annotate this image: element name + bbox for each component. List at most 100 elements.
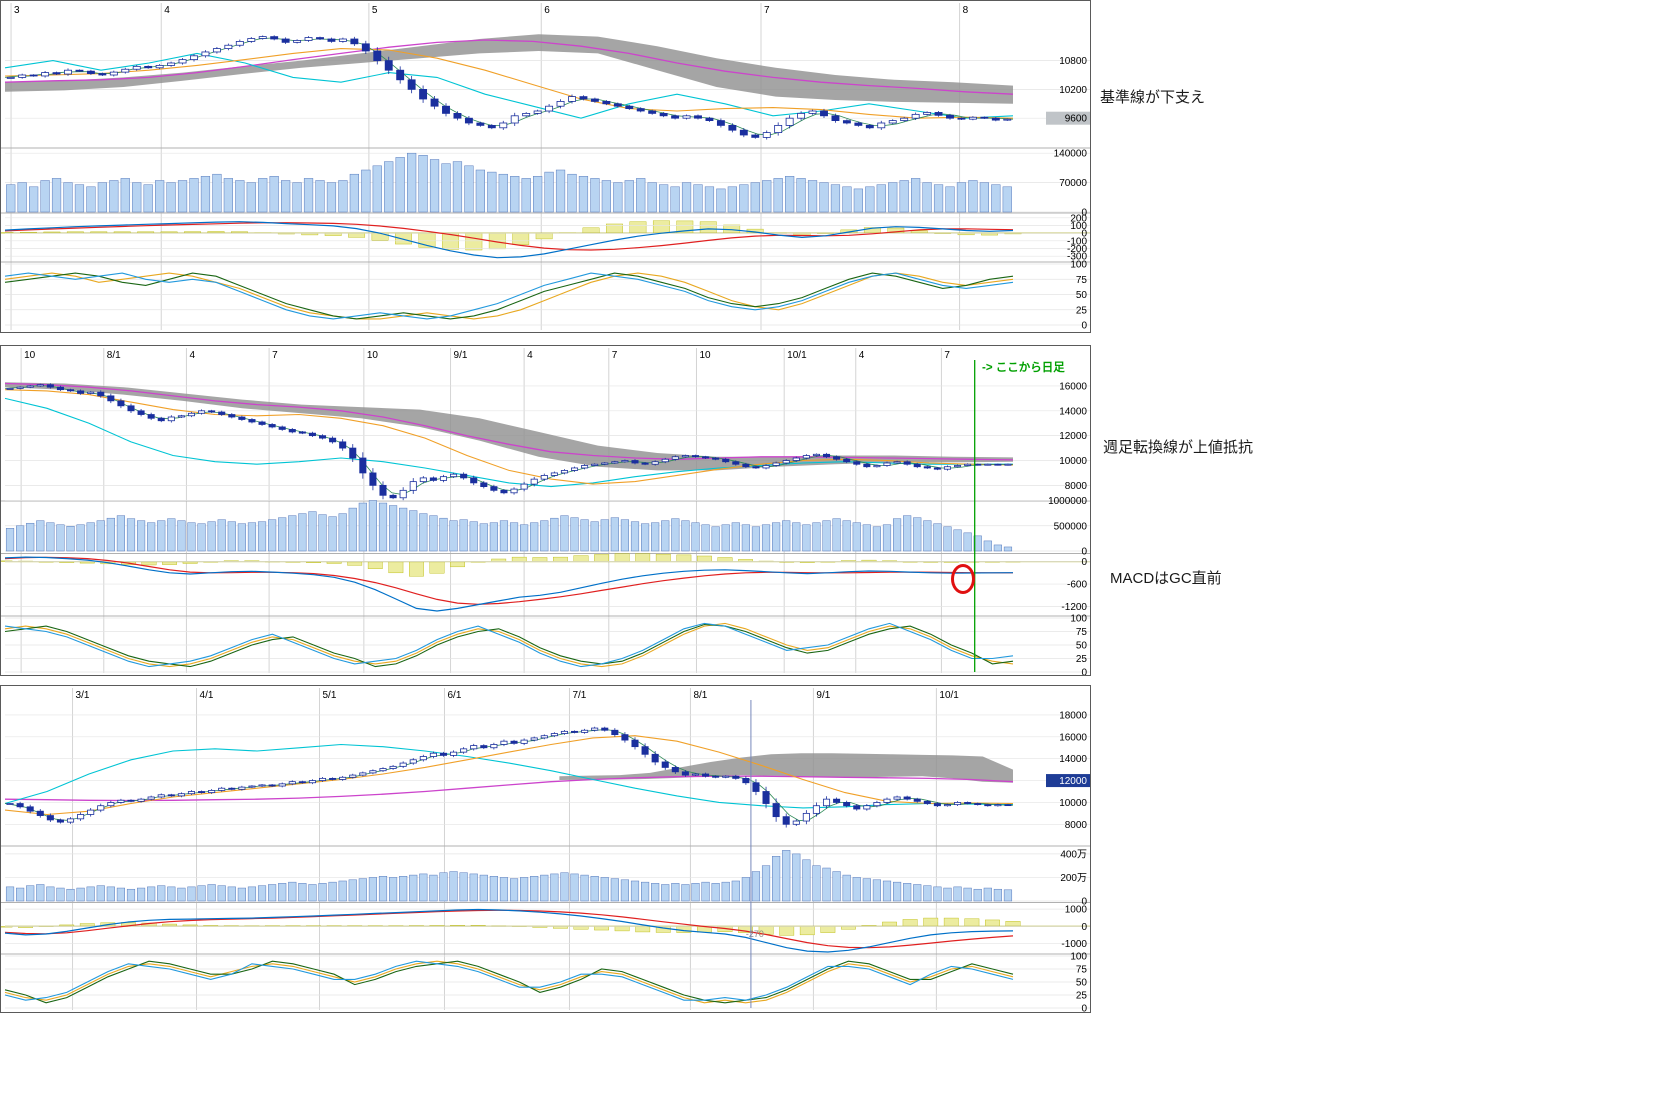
grid: 3 4 5 6 7 8 bbox=[1, 3, 1090, 330]
svg-text:14000: 14000 bbox=[1059, 754, 1087, 765]
svg-text:-300: -300 bbox=[1067, 252, 1087, 263]
volume-pane: 140000 70000 0 bbox=[5, 149, 1090, 219]
stochastics-pane: 100 75 50 25 0 bbox=[4, 614, 1090, 676]
svg-text:10000: 10000 bbox=[1059, 798, 1087, 809]
svg-text:200万: 200万 bbox=[1060, 873, 1087, 884]
price-pane: 16000 14000 12000 10000 8000 bbox=[4, 381, 1090, 501]
note-daily-from-here: -> ここから日足 bbox=[982, 362, 1065, 374]
svg-text:-1000: -1000 bbox=[1061, 939, 1087, 950]
svg-text:8: 8 bbox=[963, 5, 969, 16]
svg-text:4: 4 bbox=[189, 350, 195, 361]
volume-pane: 1000000 500000 0 bbox=[5, 496, 1090, 558]
svg-text:100: 100 bbox=[1070, 952, 1087, 963]
price-pane: 18000 16000 14000 12000 10000 8000 bbox=[4, 710, 1090, 831]
svg-text:10: 10 bbox=[24, 350, 36, 361]
svg-text:10000: 10000 bbox=[1059, 456, 1087, 467]
svg-text:-600: -600 bbox=[1067, 580, 1087, 591]
svg-text:0: 0 bbox=[1081, 321, 1087, 332]
svg-text:16000: 16000 bbox=[1059, 381, 1087, 392]
svg-text:8/1: 8/1 bbox=[693, 690, 707, 701]
svg-text:7: 7 bbox=[944, 350, 950, 361]
svg-text:5/1: 5/1 bbox=[322, 690, 336, 701]
macd-pane: 0 -600 -1200 bbox=[1, 553, 1090, 613]
svg-text:10/1: 10/1 bbox=[939, 690, 959, 701]
note-weekly-tenkan-resistance: 週足転換線が上値抵抗 bbox=[1103, 439, 1254, 456]
daily-6m-chart-canvas[interactable]: 3 4 5 6 7 8108001020096001400007000002001000-… bbox=[1, 1, 1090, 332]
macd-pane: 1000 0 -1000 -270 bbox=[1, 905, 1090, 953]
svg-text:9/1: 9/1 bbox=[816, 690, 830, 701]
svg-text:200: 200 bbox=[1070, 213, 1087, 224]
svg-text:10800: 10800 bbox=[1059, 56, 1087, 67]
stochastics-pane: 100 75 50 25 0 bbox=[4, 952, 1090, 1013]
svg-text:0: 0 bbox=[1081, 922, 1087, 933]
gc-highlight-circle bbox=[951, 564, 975, 594]
svg-text:0: 0 bbox=[1081, 897, 1087, 908]
weekly-chart-canvas[interactable]: 10 8/1 4 7 10 9/1 4 7 10 10/1 4 7 16000 14000 12000 100… bbox=[1, 346, 1090, 675]
svg-text:75: 75 bbox=[1076, 627, 1088, 638]
svg-text:0: 0 bbox=[1081, 229, 1087, 240]
svg-text:5: 5 bbox=[372, 5, 378, 16]
svg-text:10: 10 bbox=[699, 350, 711, 361]
svg-text:70000: 70000 bbox=[1059, 178, 1087, 189]
svg-text:500000: 500000 bbox=[1054, 521, 1088, 532]
svg-text:1000000: 1000000 bbox=[1048, 496, 1087, 507]
svg-text:16000: 16000 bbox=[1059, 732, 1087, 743]
svg-text:3/1: 3/1 bbox=[76, 690, 90, 701]
top-daily-chart-panel: 3 4 5 6 7 8 10800 10200 9600 140000 70000 0 200 100 0-… bbox=[0, 0, 1091, 333]
svg-text:25: 25 bbox=[1076, 991, 1088, 1002]
svg-text:100: 100 bbox=[1070, 614, 1087, 625]
svg-text:7: 7 bbox=[272, 350, 278, 361]
svg-text:1000: 1000 bbox=[1065, 905, 1088, 916]
svg-text:75: 75 bbox=[1076, 965, 1088, 976]
svg-text:0: 0 bbox=[1081, 668, 1087, 676]
svg-text:10/1: 10/1 bbox=[787, 350, 807, 361]
price-pane: 10800 10200 9600 bbox=[4, 34, 1090, 140]
volume-pane: 400万 200万 0 bbox=[5, 849, 1090, 908]
svg-text:9600: 9600 bbox=[1065, 114, 1088, 125]
svg-text:0: 0 bbox=[1081, 1004, 1087, 1013]
bottom-daily-chart-panel: 3/1 4/1 5/1 6/1 7/1 8/1 9/1 10/1 18000 16000 14000… bbox=[0, 685, 1091, 1013]
svg-text:-200: -200 bbox=[1067, 244, 1087, 255]
svg-text:4: 4 bbox=[164, 5, 170, 16]
svg-text:12000: 12000 bbox=[1059, 776, 1087, 787]
svg-text:0: 0 bbox=[1081, 208, 1087, 219]
svg-text:25: 25 bbox=[1076, 654, 1088, 665]
svg-text:75: 75 bbox=[1076, 275, 1088, 286]
svg-text:400万: 400万 bbox=[1060, 849, 1087, 860]
svg-text:7/1: 7/1 bbox=[572, 690, 586, 701]
svg-text:140000: 140000 bbox=[1054, 149, 1088, 160]
note-kijun-support: 基準線が下支え bbox=[1100, 89, 1206, 106]
svg-text:4: 4 bbox=[859, 350, 865, 361]
svg-text:0: 0 bbox=[1081, 547, 1087, 558]
svg-text:100: 100 bbox=[1070, 221, 1087, 232]
daily-8m-chart-canvas[interactable]: 3/1 4/1 5/1 6/1 7/1 8/1 9/1 10/1 18000 16000 14000… bbox=[1, 686, 1090, 1012]
stochastics-pane: 100 75 50 25 0 bbox=[4, 260, 1090, 332]
svg-text:4: 4 bbox=[527, 350, 533, 361]
svg-text:12000: 12000 bbox=[1059, 431, 1087, 442]
svg-text:7: 7 bbox=[612, 350, 618, 361]
svg-text:50: 50 bbox=[1076, 290, 1088, 301]
svg-text:7: 7 bbox=[764, 5, 770, 16]
svg-text:6: 6 bbox=[544, 5, 550, 16]
svg-text:6/1: 6/1 bbox=[447, 690, 461, 701]
svg-text:3: 3 bbox=[14, 5, 20, 16]
svg-text:10: 10 bbox=[367, 350, 379, 361]
svg-text:18000: 18000 bbox=[1059, 710, 1087, 721]
svg-text:8000: 8000 bbox=[1065, 820, 1088, 831]
svg-text:25: 25 bbox=[1076, 305, 1088, 316]
svg-text:10200: 10200 bbox=[1059, 85, 1087, 96]
svg-text:50: 50 bbox=[1076, 978, 1088, 989]
svg-text:4/1: 4/1 bbox=[200, 690, 214, 701]
svg-text:50: 50 bbox=[1076, 641, 1088, 652]
svg-text:100: 100 bbox=[1070, 260, 1087, 271]
svg-text:8/1: 8/1 bbox=[107, 350, 121, 361]
svg-text:14000: 14000 bbox=[1059, 406, 1087, 417]
middle-weekly-chart-panel: 10 8/1 4 7 10 9/1 4 7 10 10/1 4 7 16000 14000 12000 100… bbox=[0, 345, 1091, 676]
svg-text:-1200: -1200 bbox=[1061, 602, 1087, 613]
note-macd-gc: MACDはGC直前 bbox=[1110, 570, 1222, 587]
svg-text:-270: -270 bbox=[746, 929, 764, 939]
svg-text:-100: -100 bbox=[1067, 236, 1087, 247]
svg-text:8000: 8000 bbox=[1065, 481, 1088, 492]
